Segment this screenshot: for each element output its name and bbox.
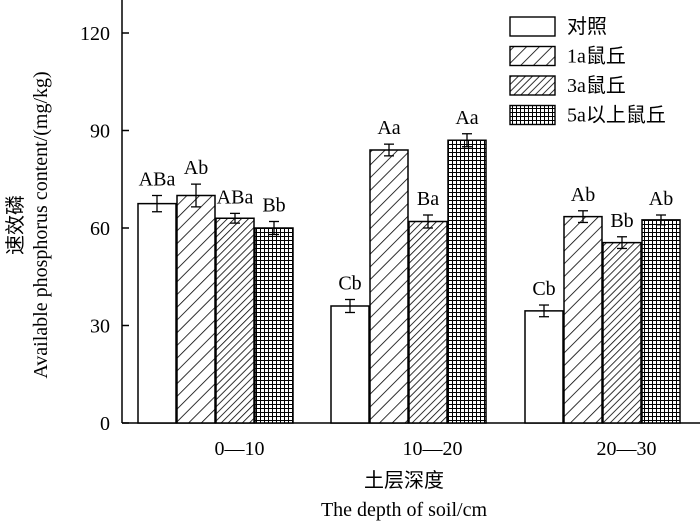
- bar: [602, 241, 642, 424]
- bar: [137, 202, 177, 424]
- bar: [563, 215, 603, 424]
- error-bar: [384, 143, 394, 157]
- error-bar: [578, 210, 588, 224]
- x-axis-title-cn: 土层深度: [364, 469, 444, 492]
- bars: ABa Cb Cb Ab Aa Ab ABa Ba Bb Bb Aa Ab: [137, 107, 681, 424]
- y-tick-label: 120: [80, 23, 110, 45]
- error-bar: [539, 304, 549, 318]
- bar: [176, 194, 216, 424]
- legend-label: 3a鼠丘: [567, 74, 626, 97]
- significance-label: Aa: [377, 117, 400, 139]
- significance-label: ABa: [139, 169, 176, 191]
- error-bar: [152, 194, 162, 213]
- bar: [524, 310, 564, 424]
- legend-swatch: [509, 75, 556, 96]
- significance-label: ABa: [217, 186, 254, 208]
- bar: [215, 217, 255, 424]
- bar: [330, 305, 370, 424]
- error-bar: [617, 236, 627, 250]
- y-tick-label: 30: [90, 316, 110, 338]
- significance-label: Ab: [184, 157, 208, 179]
- x-ticks: 0—10 10—20 20—30: [215, 438, 657, 460]
- error-bar: [269, 220, 279, 236]
- y-axis-title-en: Available phosphorus content/(mg/kg): [30, 71, 52, 378]
- significance-label: Cb: [532, 278, 555, 300]
- y-axis-title-cn: 速效磷: [4, 195, 27, 255]
- error-bar: [191, 183, 201, 208]
- error-bar: [230, 212, 240, 224]
- x-category-label: 20—30: [597, 438, 657, 460]
- bar: [408, 220, 448, 424]
- legend: 对照 1a鼠丘 3a鼠丘 5a以上鼠丘: [509, 15, 666, 127]
- bar: [369, 149, 409, 424]
- significance-label: Ab: [649, 188, 673, 210]
- y-tick-label: 0: [100, 413, 110, 435]
- significance-label: Cb: [338, 273, 361, 295]
- significance-label: Aa: [455, 107, 478, 129]
- y-ticks: 0 30 60 90 120: [80, 23, 129, 435]
- x-axis-title-en: The depth of soil/cm: [321, 499, 488, 521]
- legend-label: 1a鼠丘: [567, 45, 626, 68]
- error-bar: [423, 214, 433, 229]
- significance-label: Bb: [610, 210, 633, 232]
- significance-label: Bb: [262, 195, 285, 217]
- legend-label: 5a以上鼠丘: [567, 104, 666, 127]
- y-tick-label: 90: [90, 121, 110, 143]
- legend-swatch: [509, 45, 556, 67]
- bar: [254, 227, 294, 424]
- significance-label: Ab: [571, 184, 595, 206]
- bar: [641, 219, 681, 424]
- legend-label: 对照: [567, 15, 607, 38]
- y-tick-label: 60: [90, 218, 110, 240]
- error-bar: [345, 298, 355, 314]
- legend-swatch: [509, 16, 556, 37]
- x-category-label: 0—10: [215, 438, 265, 460]
- bar: [447, 139, 487, 424]
- significance-label: Ba: [417, 188, 439, 210]
- error-bar: [462, 133, 472, 148]
- legend-swatch: [509, 104, 556, 126]
- x-category-label: 10—20: [403, 438, 463, 460]
- error-bar: [656, 214, 666, 226]
